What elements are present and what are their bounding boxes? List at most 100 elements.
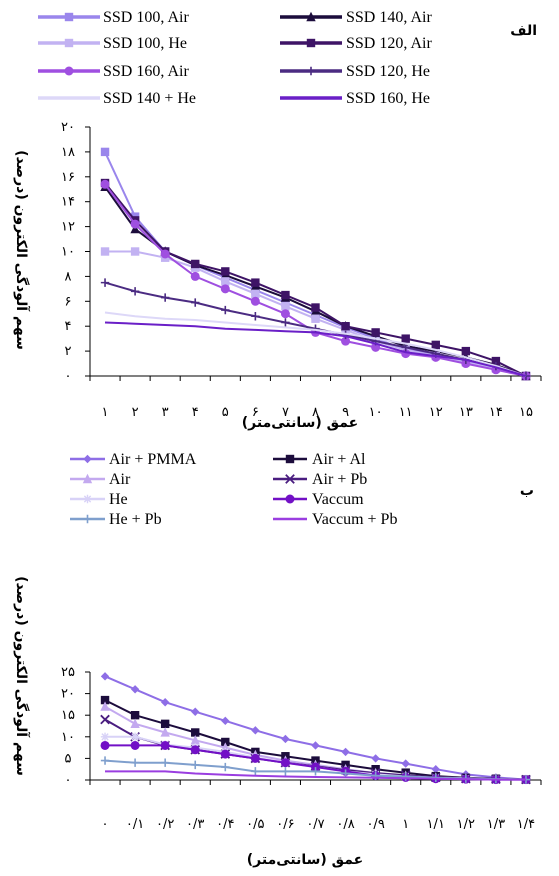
legend-label: SSD 140 + He (103, 90, 196, 107)
data-point (100, 278, 110, 287)
legend-label: SSD 140, Air (346, 9, 432, 26)
data-point (130, 247, 140, 256)
data-point (281, 318, 290, 327)
y-tick-label: ۲۰ (61, 687, 75, 702)
legend-marker (64, 66, 74, 76)
y-tick-label: ۱۰ (61, 730, 75, 745)
legend-item: Vaccum (273, 491, 364, 508)
x-tick-label: ۷ (282, 405, 289, 420)
data-point (341, 336, 351, 346)
legend-label: SSD 120, Air (346, 35, 432, 52)
x-tick-label: ۱۴ (489, 405, 503, 420)
legend-label: Air (109, 471, 131, 488)
legend-item: Air + PMMA (70, 451, 197, 468)
legend-marker (306, 11, 316, 22)
legend-marker (306, 38, 316, 48)
series-line (104, 151, 527, 377)
y-tick-label: ۲ (65, 344, 72, 359)
data-point (130, 740, 140, 750)
x-tick-label: ۰/۶ (276, 817, 294, 832)
data-point (130, 718, 140, 729)
x-tick-label: ۰/۷ (306, 817, 324, 832)
data-point (341, 747, 350, 757)
data-point (251, 726, 260, 735)
series-1 (100, 147, 531, 381)
y-tick-label: ۵ (65, 751, 72, 766)
x-tick-label: ۰/۵ (246, 817, 264, 832)
y-tick-label: ۸ (65, 269, 72, 284)
data-point (280, 758, 290, 768)
x-axis-title: عمق (سانتی‌متر) (242, 415, 359, 431)
x-tick-label: ۱ (402, 817, 409, 832)
data-point (311, 767, 320, 776)
legend: SSD 100, Air SSD 140, Air SSD 100, He SSD 1… (38, 9, 432, 107)
legend-label: Air + Al (312, 451, 366, 468)
data-point (401, 334, 410, 343)
x-tick-label: ۵ (222, 405, 229, 420)
data-point (130, 287, 140, 296)
legend-marker (306, 66, 316, 76)
x-tick-label: ۰/۳ (186, 817, 204, 832)
x-tick-label: ۲ (132, 405, 139, 420)
data-point (220, 749, 230, 759)
x-tick-label: ۱۵ (519, 405, 533, 420)
data-point (401, 772, 410, 781)
data-point (160, 727, 170, 737)
legend-label: He + Pb (109, 511, 162, 528)
legend-label: SSD 120, He (346, 63, 430, 80)
y-axis-title: سهم آلودگی الکترون (درصد) (13, 576, 31, 776)
data-point (190, 745, 200, 755)
data-point (191, 728, 200, 737)
data-point (281, 767, 290, 776)
x-tick-label: ۰/۲ (156, 817, 174, 832)
legend-label: Air + Pb (312, 471, 367, 488)
data-point (281, 302, 290, 311)
y-tick-label: ۱۵ (61, 708, 75, 723)
x-tick-label: ۰/۹ (366, 817, 384, 832)
data-point (130, 732, 140, 741)
data-point (251, 278, 260, 287)
data-point (100, 672, 110, 681)
series-line (104, 321, 527, 377)
data-point (160, 758, 170, 767)
data-point (221, 305, 230, 315)
y-tick-label: ۴ (65, 319, 72, 334)
data-point (281, 734, 290, 744)
legend-item: SSD 140, Air (280, 9, 432, 26)
y-tick-label: ۲۵ (61, 665, 75, 680)
data-point (100, 714, 110, 725)
legend-label: Vaccum + Pb (312, 511, 397, 528)
data-point (100, 756, 110, 765)
legend-label: He (109, 491, 128, 508)
legend-item: SSD 100, He (38, 35, 187, 52)
legend-item: Air (70, 471, 131, 488)
legend-marker (83, 494, 92, 504)
data-point (431, 340, 440, 350)
data-point (371, 754, 380, 763)
legend-label: SSD 160, He (346, 90, 430, 107)
data-point (311, 762, 320, 772)
y-tick-label: ۱۲ (61, 220, 75, 235)
x-tick-label: ۰/۱ (126, 817, 144, 832)
x-tick-label: ۱۳ (459, 405, 473, 420)
y-tick-label: ۰ (65, 773, 72, 788)
x-tick-label: ۱۲ (429, 405, 443, 420)
legend-marker (285, 494, 295, 504)
data-point (341, 322, 350, 331)
data-point (281, 290, 290, 300)
data-point (190, 735, 200, 745)
y-tick-label: ۱۴ (61, 195, 75, 210)
data-point (280, 309, 290, 319)
series-8 (104, 321, 527, 377)
data-point (100, 147, 110, 157)
data-point (311, 303, 320, 312)
data-point (100, 701, 110, 711)
series-7 (104, 311, 527, 377)
data-point (251, 767, 260, 776)
x-tick-label: ۶ (252, 405, 259, 420)
x-tick-label: ۰/۸ (336, 817, 354, 832)
series-8 (105, 770, 526, 781)
legend-marker (285, 454, 295, 464)
data-point (221, 267, 230, 276)
